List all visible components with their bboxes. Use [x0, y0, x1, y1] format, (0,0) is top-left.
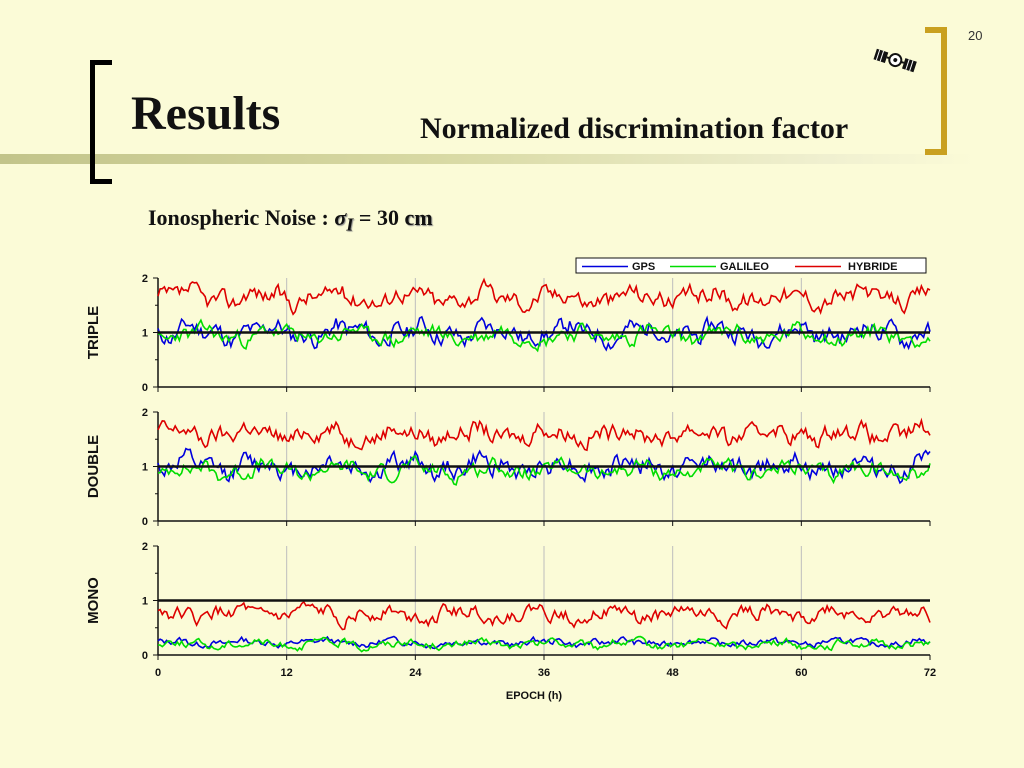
- legend-label-gps: GPS: [632, 261, 655, 273]
- noise-equals: =: [353, 205, 377, 230]
- slide-title: Results: [131, 87, 281, 140]
- x-tick-label: 48: [667, 667, 679, 679]
- ionospheric-noise-label: Ionospheric Noise : σI = 30 cm: [148, 205, 433, 235]
- x-tick-label: 72: [924, 667, 936, 679]
- legend-label-hybride: HYBRIDE: [848, 261, 898, 273]
- y-tick-label: 2: [142, 541, 148, 553]
- noise-label-text: Ionospheric Noise :: [148, 205, 335, 230]
- series-hybride-line: [157, 277, 931, 316]
- x-tick-label: 60: [795, 667, 807, 679]
- series-hybride-line: [157, 600, 931, 631]
- title-underline-bar: [0, 154, 974, 164]
- series-hybride-line: [157, 417, 931, 452]
- x-tick-label: 12: [281, 667, 293, 679]
- panel-ylabel: DOUBLE: [85, 435, 102, 498]
- x-tick-label: 0: [155, 667, 161, 679]
- y-tick-label: 0: [142, 650, 148, 662]
- y-tick-label: 0: [142, 382, 148, 394]
- sigma-subscript: I: [346, 214, 354, 235]
- slide-subtitle: Normalized discrimination factor: [420, 112, 849, 145]
- noise-unit: cm: [398, 205, 433, 230]
- panel-ylabel: TRIPLE: [85, 306, 102, 359]
- panel-ylabel: MONO: [85, 577, 102, 624]
- sigma-symbol: σI: [334, 205, 354, 235]
- legend-box: [575, 257, 927, 274]
- series-gps-line: [157, 635, 931, 650]
- y-tick-label: 2: [142, 273, 148, 285]
- series-galileo-line: [157, 318, 931, 353]
- x-tick-label: 36: [538, 667, 550, 679]
- x-axis-label: EPOCH (h): [506, 690, 563, 702]
- satellite-icon: [873, 48, 917, 73]
- left-bracket-decoration: [90, 60, 112, 184]
- y-tick-label: 1: [142, 462, 148, 474]
- legend-label-galileo: GALILEO: [720, 261, 769, 273]
- y-tick-label: 1: [142, 328, 148, 340]
- series-gps-line: [157, 315, 931, 352]
- y-tick-label: 2: [142, 407, 148, 419]
- y-tick-label: 1: [142, 596, 148, 608]
- y-tick-label: 0: [142, 516, 148, 528]
- x-tick-label: 24: [409, 667, 422, 679]
- series-galileo-line: [157, 635, 931, 653]
- right-bracket-decoration: [925, 27, 947, 155]
- page-number: 20: [968, 28, 983, 43]
- noise-value: 30: [376, 205, 399, 230]
